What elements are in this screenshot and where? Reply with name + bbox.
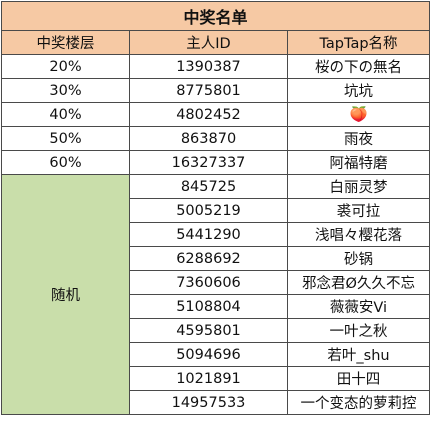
owner-id-cell: 4595801 xyxy=(129,318,288,343)
taptap-name-cell: 坑坑 xyxy=(287,78,430,103)
table-title: 中奖名单 xyxy=(1,1,430,31)
taptap-name-cell: 浅唱々樱花落 xyxy=(287,222,430,247)
owner-id-cell: 16327337 xyxy=(129,150,288,175)
owner-id-cell: 14957533 xyxy=(129,390,288,415)
taptap-name-cell: 裘可拉 xyxy=(287,198,430,223)
floor-cell: 50% xyxy=(1,126,130,151)
owner-id-cell: 7360606 xyxy=(129,270,288,295)
floor-cell: 40% xyxy=(1,102,130,127)
header-taptap-name: TapTap名称 xyxy=(287,30,430,55)
taptap-name-cell: 桜の下の無名 xyxy=(287,54,430,79)
owner-id-cell: 6288692 xyxy=(129,246,288,271)
owner-id-cell: 1390387 xyxy=(129,54,288,79)
header-floor: 中奖楼层 xyxy=(1,30,130,55)
owner-id-cell: 863870 xyxy=(129,126,288,151)
table-row: 7360606 邪念君Ø久久不忘 xyxy=(2,270,430,295)
header-owner-id: 主人ID xyxy=(129,30,288,55)
taptap-name-cell: 邪念君Ø久久不忘 xyxy=(287,270,430,295)
table-row: 60% 16327337 阿福特磨 xyxy=(1,150,430,175)
table-row: 5441290 浅唱々樱花落 xyxy=(2,222,430,247)
taptap-name-cell: 若叶_shu xyxy=(287,342,430,367)
table-row: 30% 8775801 坑坑 xyxy=(1,78,430,103)
owner-id-cell: 5108804 xyxy=(129,294,288,319)
table-row: 5108804 薇薇安Vi xyxy=(2,294,430,319)
table-row: 5094696 若叶_shu xyxy=(2,342,430,367)
taptap-name-cell: 白丽灵梦 xyxy=(287,174,430,199)
floor-cell: 20% xyxy=(1,54,130,79)
taptap-name-cell: 🍑 xyxy=(287,102,430,127)
header-row: 中奖楼层 主人ID TapTap名称 xyxy=(1,30,430,55)
title-row: 中奖名单 xyxy=(1,1,430,31)
table-row: 50% 863870 雨夜 xyxy=(1,126,430,151)
owner-id-cell: 1021891 xyxy=(129,366,288,391)
owner-id-cell: 8775801 xyxy=(129,78,288,103)
taptap-name-cell: 一叶之秋 xyxy=(287,318,430,343)
table-row: 14957533 一个变态的萝莉控 xyxy=(2,390,430,415)
taptap-name-cell: 雨夜 xyxy=(287,126,430,151)
taptap-name-cell: 一个变态的萝莉控 xyxy=(287,390,430,415)
table-row: 4595801 一叶之秋 xyxy=(2,318,430,343)
owner-id-cell: 845725 xyxy=(129,174,288,199)
owner-id-cell: 5441290 xyxy=(129,222,288,247)
taptap-name-cell: 薇薇安Vi xyxy=(287,294,430,319)
taptap-name-cell: 田十四 xyxy=(287,366,430,391)
owner-id-cell: 5094696 xyxy=(129,342,288,367)
floor-cell: 30% xyxy=(1,78,130,103)
table-row: 20% 1390387 桜の下の無名 xyxy=(1,54,430,79)
table-row: 40% 4802452 🍑 xyxy=(1,102,430,127)
taptap-name-cell: 砂锅 xyxy=(287,246,430,271)
taptap-name-cell: 阿福特磨 xyxy=(287,150,430,175)
owner-id-cell: 5005219 xyxy=(129,198,288,223)
winners-table: 中奖名单 中奖楼层 主人ID TapTap名称 20% 1390387 桜の下の… xyxy=(1,1,430,415)
table-row: 1021891 田十四 xyxy=(2,366,430,391)
table-row: 5005219 裘可拉 xyxy=(2,198,430,223)
table-row: 6288692 砂锅 xyxy=(2,246,430,271)
owner-id-cell: 4802452 xyxy=(129,102,288,127)
table-row: 随机 845725 白丽灵梦 xyxy=(1,174,430,415)
floor-cell: 60% xyxy=(1,150,130,175)
random-label-cell: 随机 xyxy=(1,174,130,415)
